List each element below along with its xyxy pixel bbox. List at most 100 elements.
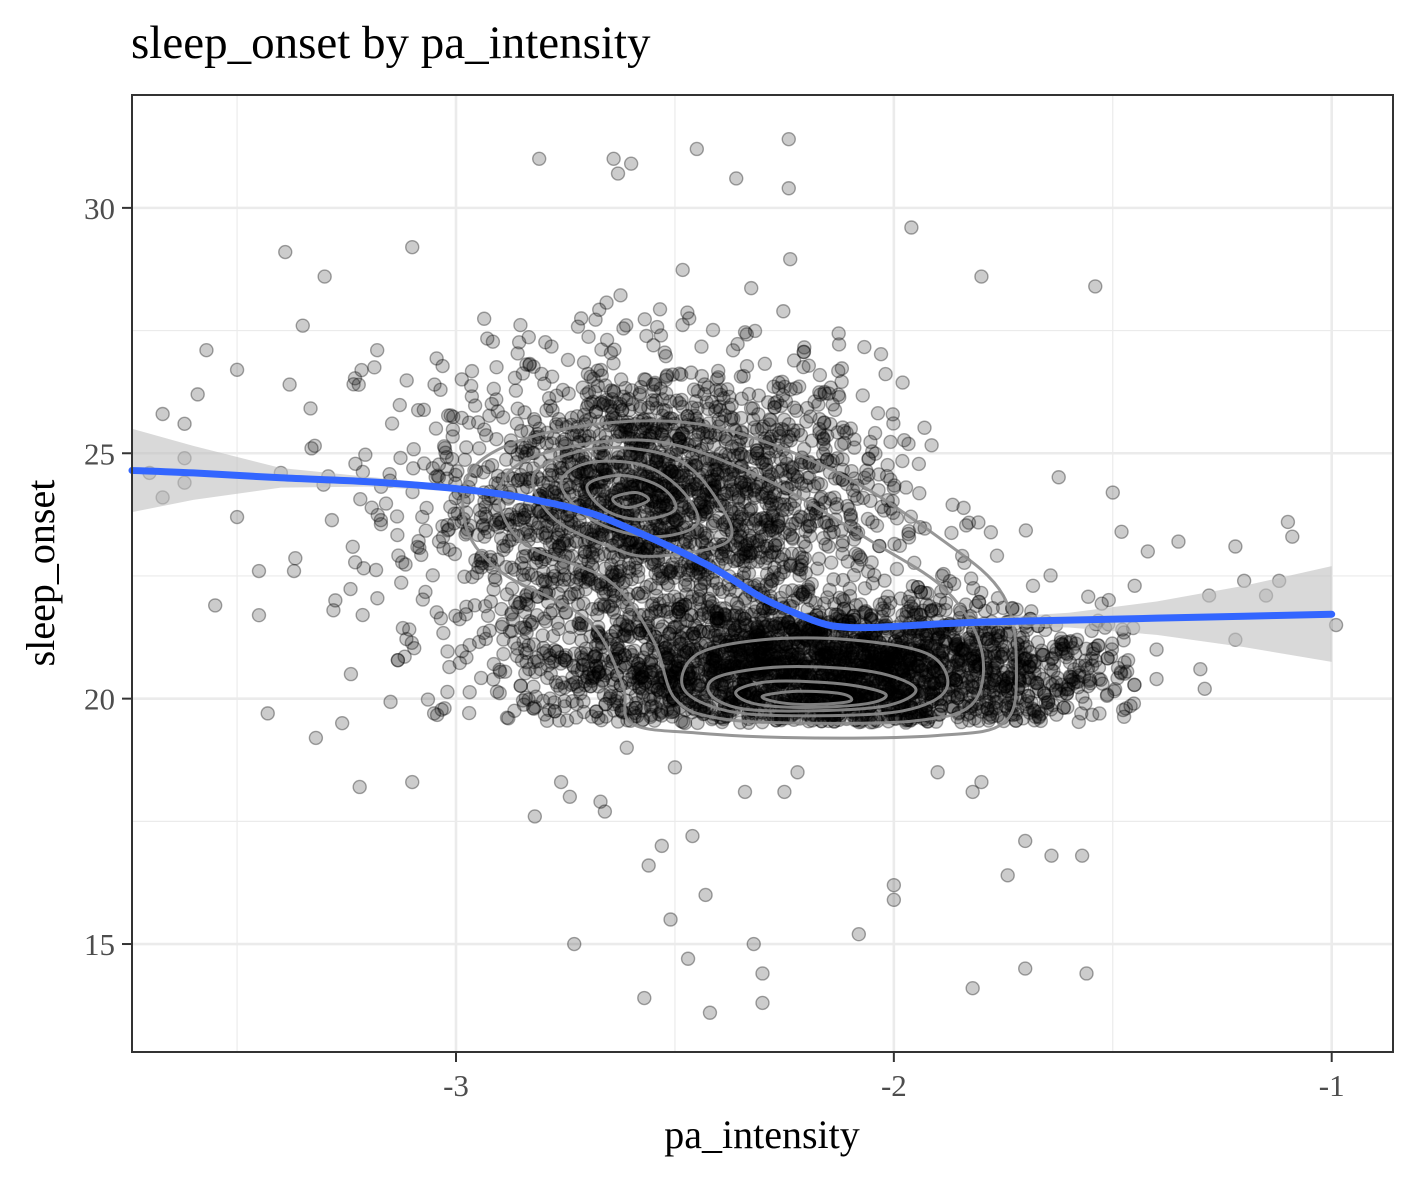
data-point bbox=[542, 537, 558, 552]
data-point bbox=[924, 438, 939, 453]
data-point bbox=[1117, 655, 1132, 670]
data-point bbox=[748, 511, 763, 527]
data-point bbox=[956, 500, 971, 516]
data-point bbox=[607, 593, 622, 609]
data-point bbox=[542, 467, 557, 482]
data-point bbox=[788, 516, 803, 531]
data-point bbox=[901, 526, 916, 542]
data-point bbox=[286, 563, 302, 579]
data-point bbox=[713, 383, 729, 398]
data-point bbox=[415, 592, 431, 607]
data-point bbox=[630, 656, 646, 672]
data-point bbox=[865, 444, 880, 459]
data-point bbox=[662, 626, 677, 642]
data-point bbox=[698, 530, 713, 546]
data-point bbox=[492, 685, 507, 701]
data-point bbox=[528, 664, 543, 680]
data-point bbox=[1029, 675, 1045, 691]
data-point bbox=[681, 475, 697, 490]
data-point bbox=[428, 470, 443, 485]
data-point bbox=[901, 523, 917, 539]
data-point bbox=[965, 651, 981, 666]
data-point bbox=[604, 564, 620, 579]
data-point bbox=[696, 492, 711, 507]
data-point bbox=[737, 592, 753, 607]
data-point bbox=[489, 392, 504, 407]
data-point bbox=[547, 704, 562, 719]
data-point bbox=[634, 589, 650, 604]
data-point bbox=[367, 360, 382, 375]
data-point bbox=[619, 318, 634, 333]
data-point bbox=[404, 635, 420, 651]
data-point bbox=[643, 577, 658, 593]
data-point bbox=[659, 369, 674, 384]
data-point bbox=[864, 645, 879, 661]
data-point bbox=[579, 400, 595, 415]
data-point bbox=[715, 584, 730, 600]
data-point bbox=[406, 442, 421, 457]
data-point bbox=[489, 431, 504, 447]
data-point bbox=[989, 548, 1005, 563]
data-point bbox=[155, 406, 170, 422]
data-point bbox=[855, 388, 870, 403]
data-point bbox=[638, 372, 653, 387]
data-point bbox=[810, 476, 825, 491]
data-point bbox=[410, 402, 426, 418]
data-point bbox=[608, 395, 624, 411]
data-point bbox=[878, 366, 893, 382]
data-point bbox=[429, 605, 444, 620]
panel-background bbox=[132, 95, 1393, 1052]
data-point bbox=[526, 637, 541, 652]
data-point bbox=[820, 590, 835, 605]
data-point bbox=[1030, 634, 1046, 650]
data-point bbox=[467, 598, 482, 613]
data-point bbox=[647, 713, 662, 728]
plot-panel bbox=[128, 94, 1394, 1053]
data-point bbox=[436, 540, 451, 556]
data-point bbox=[1054, 637, 1070, 652]
data-point bbox=[836, 601, 852, 617]
data-point bbox=[529, 650, 544, 666]
data-point bbox=[711, 370, 726, 385]
data-point bbox=[911, 456, 927, 472]
data-point bbox=[288, 551, 303, 566]
data-point bbox=[517, 605, 533, 620]
data-point bbox=[738, 545, 753, 560]
data-point bbox=[581, 329, 596, 345]
data-point bbox=[440, 523, 456, 538]
data-point bbox=[539, 483, 555, 498]
data-point bbox=[549, 644, 565, 659]
data-point bbox=[727, 608, 742, 623]
data-point bbox=[282, 377, 297, 392]
data-point bbox=[671, 511, 687, 527]
data-point bbox=[599, 392, 614, 408]
data-point bbox=[465, 569, 480, 585]
data-point bbox=[865, 576, 880, 591]
data-point bbox=[476, 517, 491, 532]
data-point bbox=[857, 339, 872, 355]
data-point bbox=[471, 441, 487, 456]
data-point bbox=[598, 561, 613, 576]
data-point bbox=[477, 422, 492, 437]
data-point bbox=[741, 566, 757, 581]
data-point bbox=[979, 631, 995, 647]
data-point bbox=[660, 650, 675, 666]
data-point bbox=[596, 586, 612, 601]
data-point bbox=[839, 640, 854, 656]
data-point bbox=[847, 488, 862, 503]
data-point bbox=[652, 302, 668, 317]
data-point bbox=[700, 464, 715, 479]
data-point bbox=[734, 391, 749, 406]
data-point bbox=[624, 535, 639, 550]
data-point bbox=[971, 594, 987, 610]
data-point bbox=[937, 633, 953, 649]
data-point bbox=[823, 491, 838, 506]
data-point bbox=[590, 363, 605, 378]
data-point bbox=[378, 496, 394, 511]
data-point bbox=[683, 365, 699, 380]
data-point bbox=[1021, 659, 1037, 674]
data-point bbox=[612, 563, 628, 579]
data-point bbox=[743, 401, 759, 416]
data-point bbox=[757, 452, 773, 468]
data-point bbox=[490, 404, 505, 419]
